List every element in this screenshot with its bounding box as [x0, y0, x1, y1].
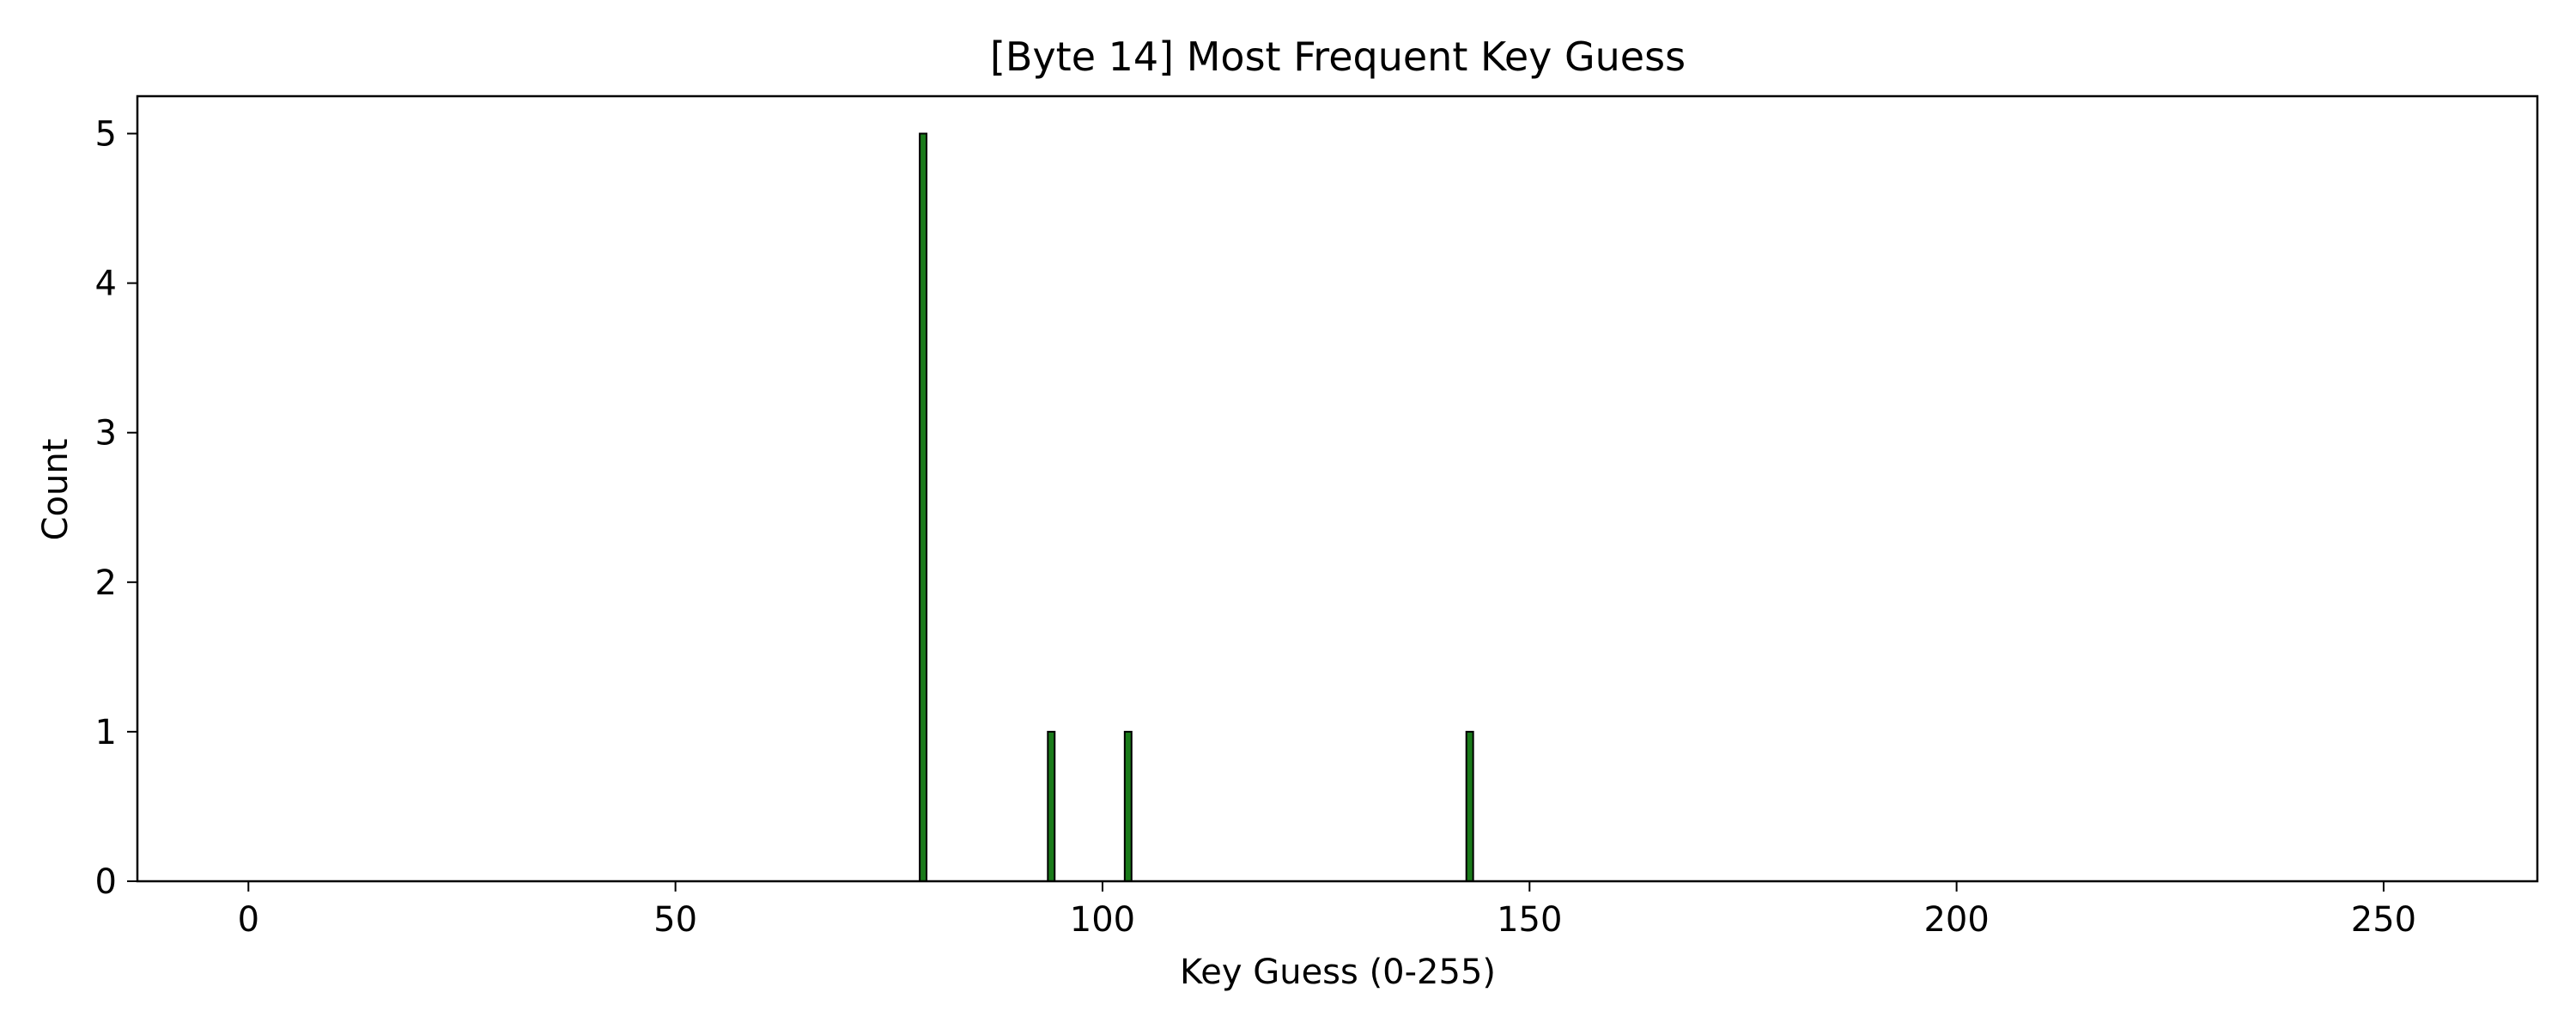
y-tick-label-3: 3 — [95, 414, 117, 454]
bar-79 — [919, 132, 928, 882]
axes-layer — [136, 94, 2539, 883]
y-axis-label: Count — [36, 439, 76, 541]
y-tick-label-2: 2 — [95, 563, 117, 603]
bar-103 — [1123, 730, 1133, 883]
y-tick-label-4: 4 — [95, 265, 117, 304]
x-tick-label-0: 0 — [238, 900, 259, 940]
x-axis-label: Key Guess (0-255) — [1180, 953, 1496, 992]
x-tick-label-50: 50 — [653, 900, 697, 940]
bar-143 — [1465, 730, 1474, 883]
bar-94 — [1047, 730, 1056, 883]
y-tick-label-0: 0 — [95, 862, 117, 902]
y-tick-label-1: 1 — [95, 713, 117, 752]
x-tick-label-150: 150 — [1497, 900, 1562, 940]
x-tick-label-100: 100 — [1070, 900, 1135, 940]
y-tick-label-5: 5 — [95, 115, 117, 155]
chart-title: [Byte 14] Most Frequent Key Guess — [990, 33, 1686, 80]
ticks-layer: 0 50 100 150 200 250 0 1 2 3 4 5 — [95, 115, 2417, 940]
x-tick-label-250: 250 — [2351, 900, 2416, 940]
plot-frame — [136, 94, 2539, 883]
x-tick-label-200: 200 — [1923, 900, 1989, 940]
bars-layer — [919, 132, 1474, 883]
